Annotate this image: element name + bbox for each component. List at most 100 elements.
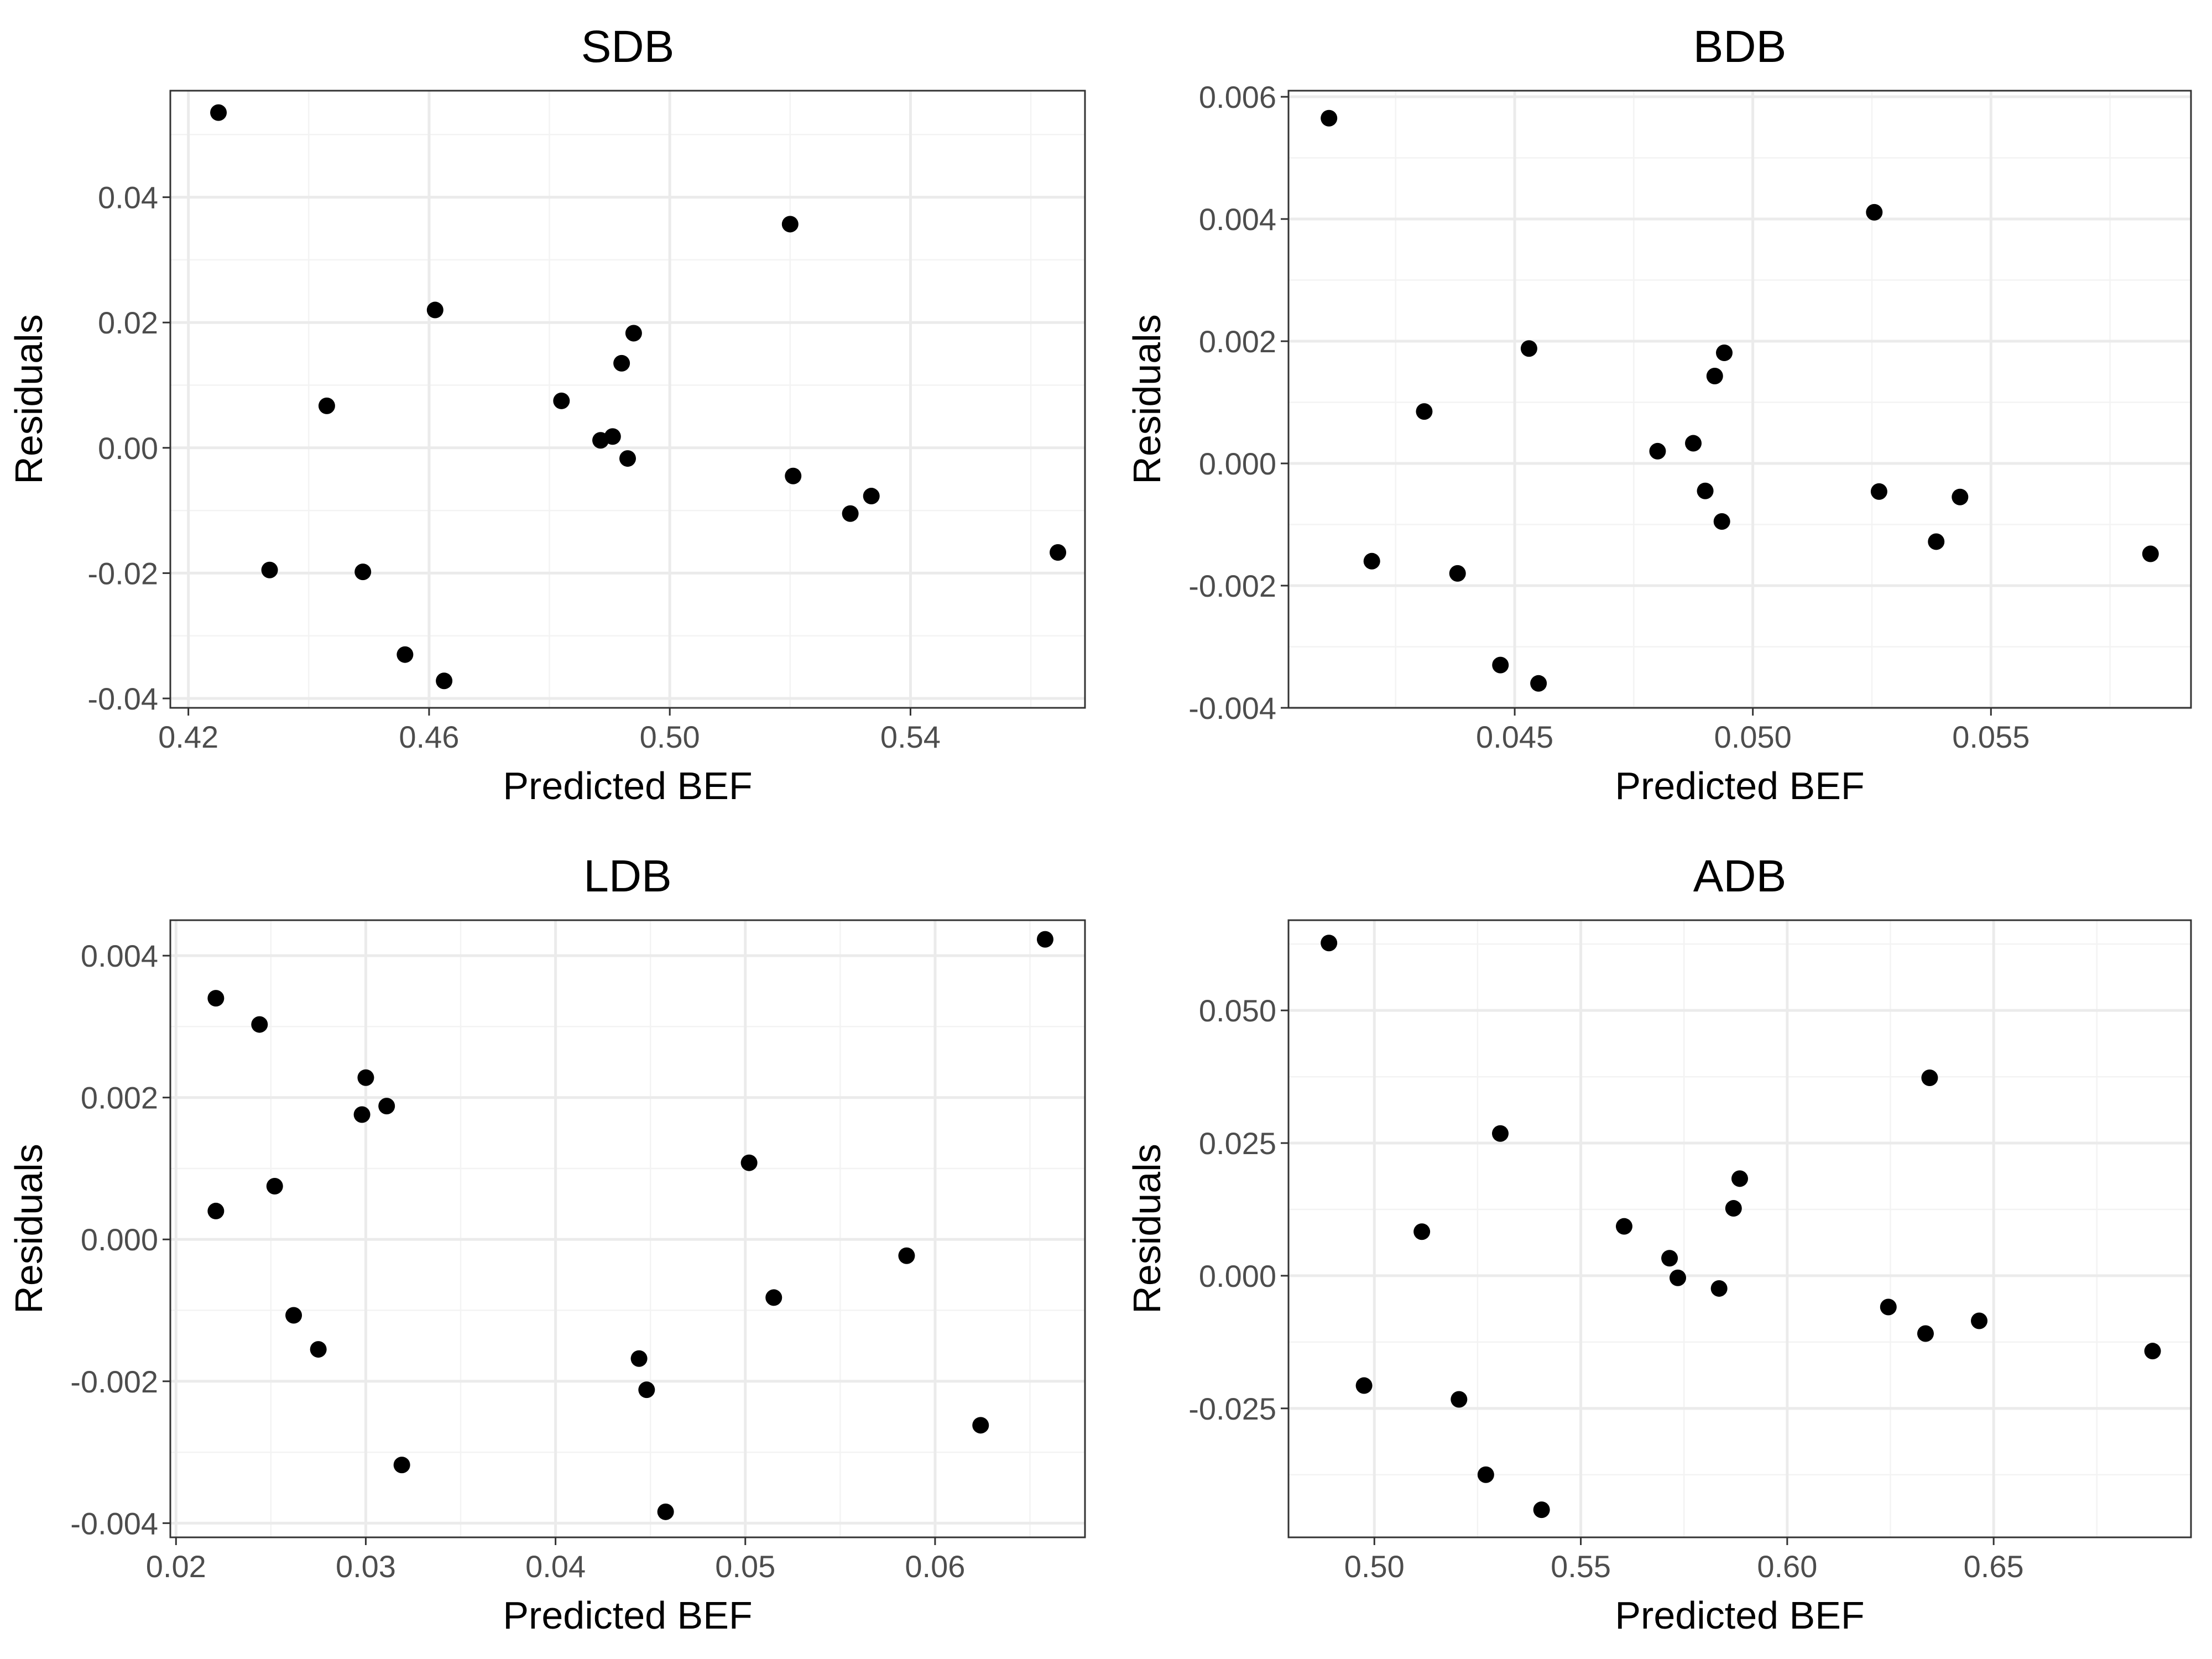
sdb-x-tick-label: 0.50 xyxy=(640,719,700,754)
adb-point-9 xyxy=(1661,1250,1678,1267)
bdb-point-11 xyxy=(1706,368,1723,385)
sdb-point-3 xyxy=(318,397,335,414)
sdb-point-13 xyxy=(625,325,642,342)
bdb-y-tick-label: -0.004 xyxy=(1188,691,1276,726)
adb-y-axis-title: Residuals xyxy=(1125,1144,1168,1313)
adb-point-6 xyxy=(1491,1125,1509,1142)
bdb-panel-border xyxy=(1287,90,2192,709)
sdb-point-2 xyxy=(261,561,278,578)
sdb-y-axis-title: Residuals xyxy=(7,314,50,484)
bdb-x-axis-title: Predicted BEF xyxy=(1615,764,1864,807)
bdb-y-tick-label: 0.000 xyxy=(1199,446,1276,481)
ldb-x-tick-label: 0.03 xyxy=(336,1549,396,1584)
ldb-point-3 xyxy=(251,1016,268,1033)
adb-panel-border xyxy=(1287,919,2192,1538)
sdb-points xyxy=(210,104,1067,690)
sdb-point-8 xyxy=(553,392,570,409)
ldb-y-axis-title: Residuals xyxy=(7,1144,50,1313)
ldb-point-5 xyxy=(285,1307,302,1324)
ldb-point-1 xyxy=(207,990,225,1007)
adb-y-tick-label: 0.050 xyxy=(1199,993,1276,1028)
ldb-point-15 xyxy=(765,1289,782,1306)
sdb-title: SDB xyxy=(581,22,675,72)
ldb-y-tick-label: -0.004 xyxy=(70,1506,158,1541)
sdb-point-14 xyxy=(781,216,799,233)
ldb-x-tick-label: 0.02 xyxy=(146,1549,206,1584)
ldb-point-7 xyxy=(353,1106,371,1123)
sdb-point-7 xyxy=(436,672,453,690)
chart-ldb: 0.02 0.03 0.04 0.05 0.06 -0.004 -0.002 0.000 0.0… xyxy=(7,851,1086,1637)
sdb-x-axis-title: Predicted BEF xyxy=(503,764,752,807)
adb-point-2 xyxy=(1355,1377,1373,1394)
sdb-point-18 xyxy=(1050,544,1067,561)
ldb-title: LDB xyxy=(583,851,672,901)
ldb-point-17 xyxy=(972,1417,989,1434)
adb-point-4 xyxy=(1451,1391,1468,1408)
bdb-x-tick-label: 0.055 xyxy=(1952,719,2030,754)
ldb-point-12 xyxy=(638,1381,655,1399)
adb-point-13 xyxy=(1731,1170,1748,1187)
bdb-point-14 xyxy=(1866,204,1883,221)
bdb-point-16 xyxy=(1928,533,1945,550)
sdb-panel-background xyxy=(170,91,1085,708)
ldb-y-tick-label: 0.002 xyxy=(81,1081,158,1115)
bdb-point-3 xyxy=(1416,403,1433,420)
adb-point-8 xyxy=(1615,1218,1632,1235)
sdb-grid xyxy=(170,91,1085,708)
bdb-points xyxy=(1321,109,2159,692)
sdb-point-17 xyxy=(863,488,880,505)
sdb-point-5 xyxy=(397,646,414,663)
bdb-y-tick-label: -0.002 xyxy=(1188,568,1276,603)
bdb-title: BDB xyxy=(1693,22,1787,72)
adb-panel-background xyxy=(1288,920,2191,1537)
adb-point-18 xyxy=(2144,1343,2161,1360)
sdb-point-11 xyxy=(613,354,630,372)
adb-point-16 xyxy=(1921,1069,1938,1086)
adb-y-tick-label: 0.000 xyxy=(1199,1259,1276,1293)
bdb-point-15 xyxy=(1870,483,1887,500)
adb-x-tick-label: 0.50 xyxy=(1344,1549,1405,1584)
chart-adb: 0.50 0.55 0.60 0.65 -0.025 0.000 0.025 0.050 ADB… xyxy=(1125,851,2192,1637)
sdb-x-tick-label: 0.42 xyxy=(158,719,218,754)
ldb-y-tick-label: -0.002 xyxy=(70,1364,158,1399)
bdb-point-18 xyxy=(2142,545,2159,562)
chart-bdb: 0.045 0.050 0.055 -0.004 -0.002 0.000 0.002 0.0… xyxy=(1125,22,2192,807)
ldb-panel-background xyxy=(170,920,1085,1537)
sdb-point-15 xyxy=(785,467,802,484)
bdb-y-tick-label: 0.004 xyxy=(1199,202,1276,237)
bdb-point-10 xyxy=(1697,482,1714,499)
ldb-x-tick-label: 0.06 xyxy=(905,1549,965,1584)
sdb-y-tick-label: 0.00 xyxy=(98,431,158,466)
sdb-x-tick-label: 0.46 xyxy=(399,719,459,754)
sdb-x-tick-label: 0.54 xyxy=(880,719,941,754)
bdb-point-8 xyxy=(1649,442,1666,460)
ldb-x-tick-label: 0.04 xyxy=(525,1549,586,1584)
ldb-point-18 xyxy=(1036,931,1053,948)
adb-point-12 xyxy=(1725,1200,1742,1217)
ldb-point-16 xyxy=(898,1247,915,1264)
adb-point-7 xyxy=(1533,1501,1550,1519)
bdb-y-tick-label: 0.002 xyxy=(1199,324,1276,359)
ldb-point-11 xyxy=(630,1350,648,1367)
sdb-y-tick-label: -0.04 xyxy=(87,681,158,716)
sdb-y-tick-label: 0.04 xyxy=(98,180,158,215)
bdb-point-17 xyxy=(1952,488,1969,505)
bdb-point-2 xyxy=(1363,552,1380,570)
adb-point-17 xyxy=(1971,1312,1988,1329)
ldb-y-tick-label: 0.004 xyxy=(81,938,158,973)
ldb-x-axis-title: Predicted BEF xyxy=(503,1594,752,1637)
bdb-point-5 xyxy=(1492,656,1509,674)
adb-x-tick-label: 0.55 xyxy=(1551,1549,1611,1584)
adb-point-15 xyxy=(1917,1325,1934,1342)
bdb-x-tick-label: 0.045 xyxy=(1476,719,1553,754)
bdb-x-tick-label: 0.050 xyxy=(1714,719,1792,754)
bdb-point-4 xyxy=(1449,565,1466,582)
adb-y-tick-label: -0.025 xyxy=(1188,1391,1276,1426)
ldb-panel-border xyxy=(169,919,1086,1538)
ldb-x-tick-label: 0.05 xyxy=(715,1549,775,1584)
ldb-grid xyxy=(170,920,1085,1537)
bdb-point-7 xyxy=(1530,675,1547,692)
bdb-panel-background xyxy=(1288,91,2191,708)
sdb-point-16 xyxy=(842,505,859,522)
